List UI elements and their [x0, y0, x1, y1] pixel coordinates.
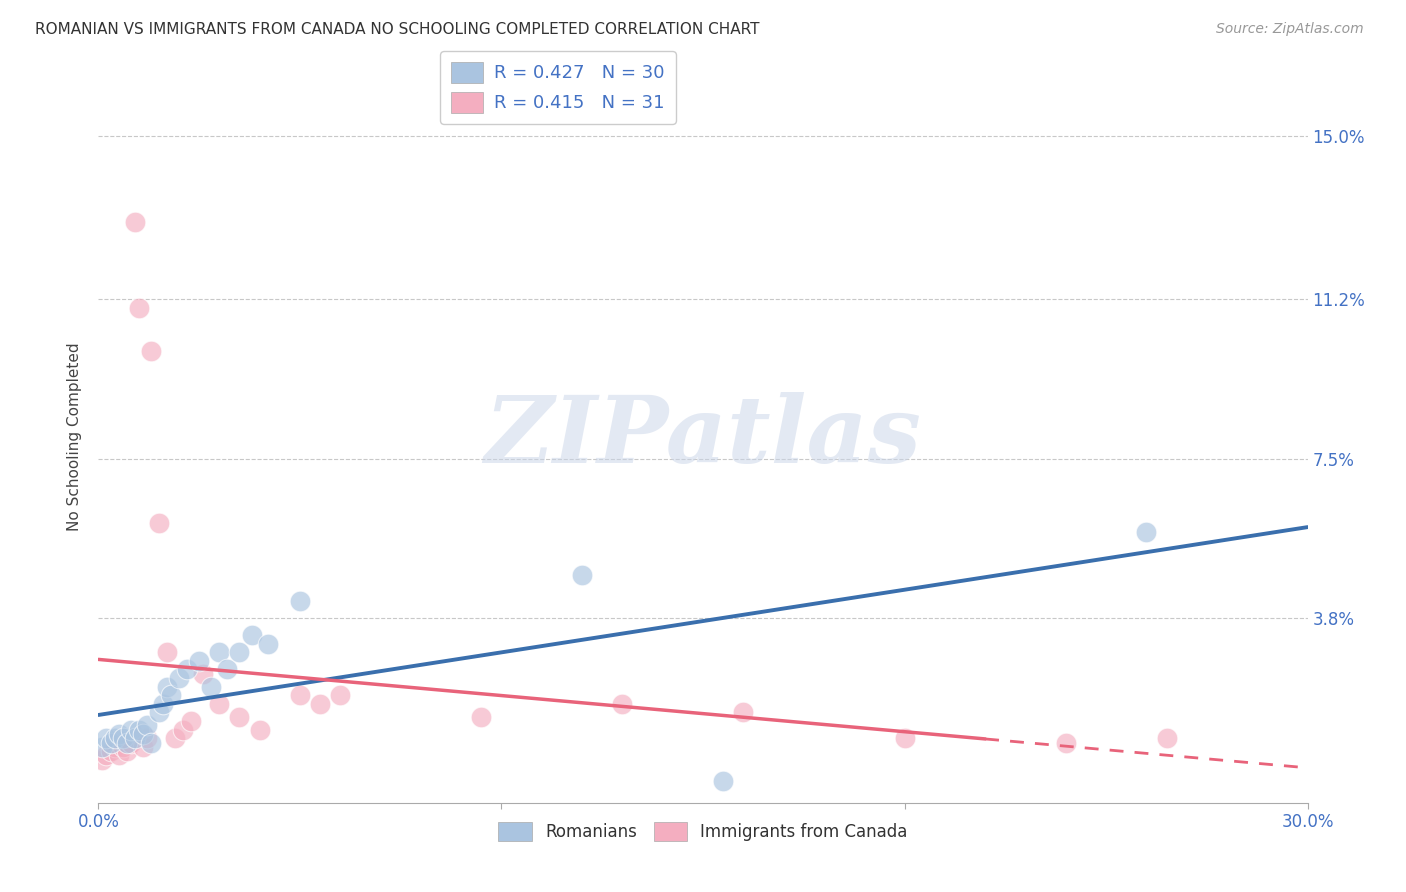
Point	[228, 710, 250, 724]
Point	[1156, 731, 1178, 746]
Point	[309, 697, 332, 711]
Point	[115, 735, 138, 749]
Point	[107, 748, 129, 763]
Point	[1054, 735, 1077, 749]
Y-axis label: No Schooling Completed: No Schooling Completed	[67, 343, 83, 532]
Point	[107, 727, 129, 741]
Point	[115, 744, 138, 758]
Point	[217, 662, 239, 676]
Point	[256, 637, 278, 651]
Point	[152, 697, 174, 711]
Point	[893, 731, 915, 746]
Point	[163, 731, 186, 746]
Point	[200, 680, 222, 694]
Point	[167, 671, 190, 685]
Point	[100, 735, 122, 749]
Point	[156, 680, 179, 694]
Point	[180, 714, 202, 728]
Point	[91, 739, 114, 754]
Point	[124, 215, 146, 229]
Point	[249, 723, 271, 737]
Point	[132, 727, 155, 741]
Point	[470, 710, 492, 724]
Point	[208, 697, 231, 711]
Point	[612, 697, 634, 711]
Point	[193, 666, 215, 681]
Point	[111, 731, 134, 746]
Point	[103, 731, 125, 746]
Point	[188, 654, 211, 668]
Point	[139, 735, 162, 749]
Point	[120, 723, 142, 737]
Point	[1135, 524, 1157, 539]
Point	[571, 567, 593, 582]
Point	[240, 628, 263, 642]
Point	[176, 662, 198, 676]
Point	[128, 301, 150, 315]
Legend: Romanians, Immigrants from Canada: Romanians, Immigrants from Canada	[491, 814, 915, 849]
Point	[148, 516, 170, 530]
Point	[120, 735, 142, 749]
Point	[100, 744, 122, 758]
Point	[128, 723, 150, 737]
Text: ZIPatlas: ZIPatlas	[485, 392, 921, 482]
Point	[228, 645, 250, 659]
Point	[103, 739, 125, 754]
Point	[111, 739, 134, 754]
Point	[160, 688, 183, 702]
Point	[172, 723, 194, 737]
Point	[733, 706, 755, 720]
Point	[208, 645, 231, 659]
Point	[91, 753, 114, 767]
Text: ROMANIAN VS IMMIGRANTS FROM CANADA NO SCHOOLING COMPLETED CORRELATION CHART: ROMANIAN VS IMMIGRANTS FROM CANADA NO SC…	[35, 22, 759, 37]
Point	[96, 748, 118, 763]
Point	[329, 688, 352, 702]
Point	[156, 645, 179, 659]
Point	[148, 706, 170, 720]
Point	[288, 593, 311, 607]
Point	[135, 718, 157, 732]
Point	[132, 739, 155, 754]
Point	[711, 774, 734, 789]
Point	[135, 731, 157, 746]
Point	[139, 344, 162, 359]
Point	[288, 688, 311, 702]
Text: Source: ZipAtlas.com: Source: ZipAtlas.com	[1216, 22, 1364, 37]
Point	[96, 731, 118, 746]
Point	[124, 731, 146, 746]
